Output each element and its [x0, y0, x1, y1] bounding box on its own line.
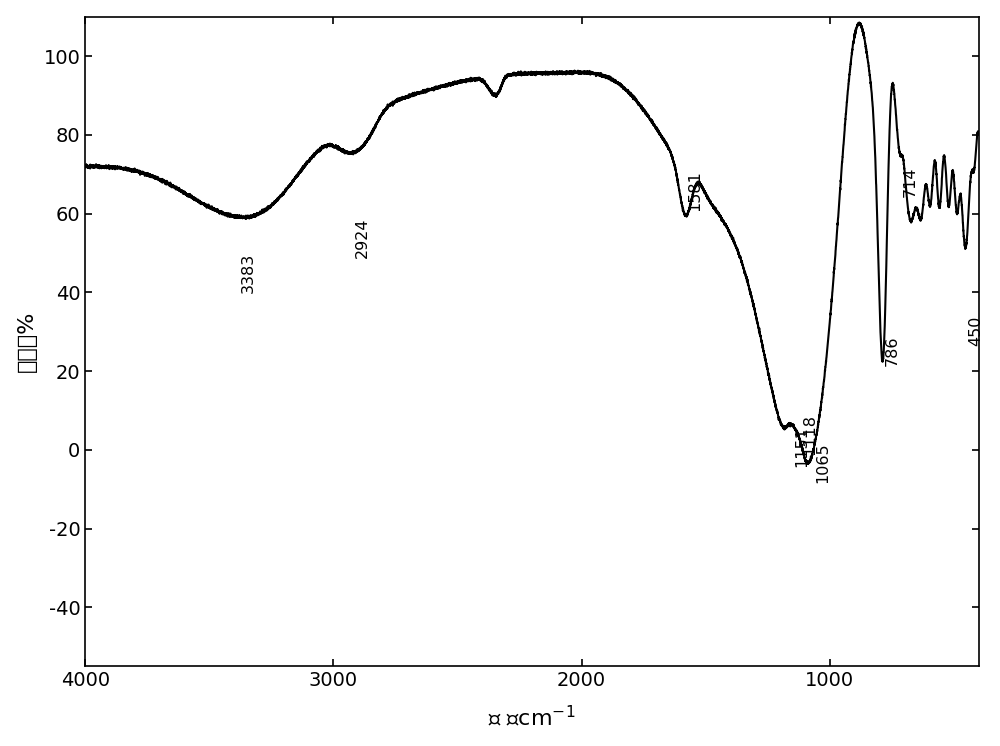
X-axis label: 波 数cm$^{-1}$: 波 数cm$^{-1}$ — [488, 704, 576, 730]
Text: 450: 450 — [968, 316, 983, 346]
Text: 1581: 1581 — [688, 170, 703, 211]
Text: 714: 714 — [903, 166, 918, 197]
Text: 1151: 1151 — [794, 426, 809, 467]
Text: 1118: 1118 — [803, 414, 818, 455]
Text: 3383: 3383 — [240, 253, 255, 293]
Text: 1065: 1065 — [815, 442, 830, 483]
Text: 786: 786 — [885, 336, 900, 366]
Text: 2924: 2924 — [355, 218, 370, 258]
Y-axis label: 透过率%: 透过率% — [17, 311, 37, 372]
